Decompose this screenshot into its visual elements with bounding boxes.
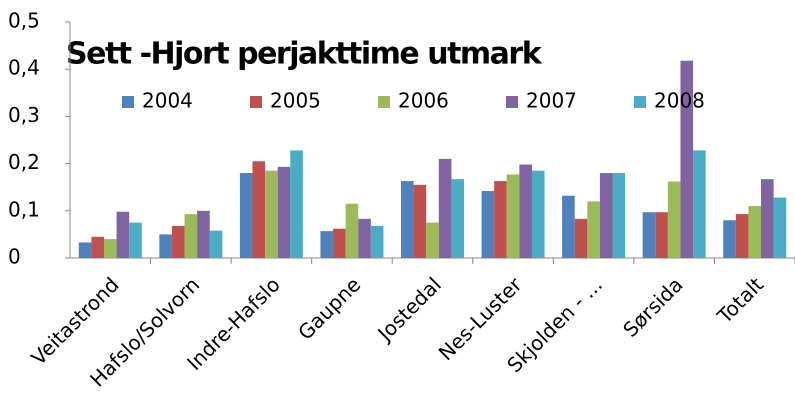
bar (116, 211, 130, 258)
y-tick-label: 0,5 (8, 9, 40, 33)
bar (320, 231, 334, 258)
bar (519, 164, 532, 258)
legend-swatch (506, 96, 518, 108)
x-tick-label: Gaupne (293, 272, 365, 344)
legend-label: 2008 (654, 89, 705, 113)
bar (197, 210, 210, 258)
legend-swatch (250, 96, 262, 108)
bar (723, 220, 736, 258)
bar (612, 173, 626, 258)
bar (761, 179, 774, 258)
bar (667, 181, 681, 258)
bar (426, 222, 439, 258)
bar (333, 228, 346, 258)
bar (401, 181, 414, 258)
bar (642, 212, 656, 258)
bar (78, 242, 92, 258)
bar (506, 174, 520, 258)
bar (103, 239, 117, 258)
bar (209, 230, 223, 258)
bar (748, 206, 762, 258)
bar (171, 225, 185, 258)
bar (159, 234, 172, 258)
bar (451, 179, 464, 258)
bar (184, 214, 198, 258)
bar (562, 195, 575, 258)
bar (481, 190, 495, 258)
bar (91, 236, 104, 258)
bar (345, 203, 359, 258)
bar (277, 166, 291, 258)
bar (574, 218, 588, 258)
y-tick-label: 0,3 (8, 103, 40, 127)
bar (129, 222, 142, 258)
bar (358, 218, 371, 258)
legend-label: 2006 (398, 89, 449, 113)
legend-swatch (122, 96, 134, 108)
bar (370, 225, 384, 258)
bar (655, 212, 668, 258)
bar (599, 173, 613, 258)
chart-title: Sett -Hjort perjakttime utmark (66, 37, 543, 72)
y-tick-label: 0 (8, 245, 21, 269)
bar (413, 184, 427, 258)
legend-label: 2007 (526, 89, 577, 113)
bar (265, 170, 278, 258)
x-tick-label: Totalt (712, 272, 768, 328)
bar (735, 214, 749, 258)
bar (773, 197, 787, 258)
legend-swatch (378, 96, 390, 108)
y-tick-label: 0,2 (8, 150, 40, 174)
x-tick-label: Sørsida (618, 272, 687, 341)
bar (587, 201, 600, 258)
legend-label: 2005 (270, 89, 321, 113)
bar (239, 173, 253, 258)
bar (680, 60, 694, 259)
bar (494, 181, 507, 258)
legend-swatch (634, 96, 646, 108)
bar (531, 170, 545, 258)
x-tick-label: Jostedal (372, 272, 446, 346)
y-tick-label: 0,4 (8, 56, 40, 80)
y-tick-label: 0,1 (8, 197, 40, 221)
bar (290, 150, 303, 258)
bar (438, 158, 452, 258)
bar (252, 161, 266, 258)
bar (693, 150, 706, 258)
legend-label: 2004 (142, 89, 193, 113)
